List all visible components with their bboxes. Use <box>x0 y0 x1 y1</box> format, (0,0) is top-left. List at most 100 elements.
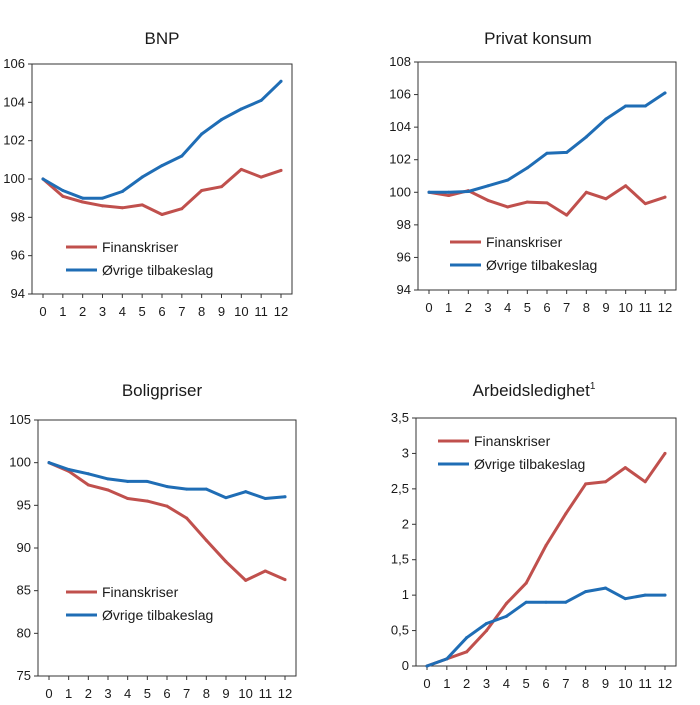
chart-2-series-ovrige-tilbakeslag-point <box>185 487 189 491</box>
chart-0-xtick-label: 2 <box>79 304 86 319</box>
chart-1-ytick-label: 104 <box>389 119 411 134</box>
chart-0-series-ovrige-tilbakeslag-point <box>200 132 204 136</box>
chart-2-ytick-label: 90 <box>17 540 31 555</box>
chart-1-series-finanskriser-point <box>525 200 529 204</box>
chart-3-xtick-label: 2 <box>463 676 470 691</box>
chart-3-series-finanskriser-point <box>584 482 588 486</box>
chart-3-legend-label-ovrige-tilbakeslag: Øvrige tilbakeslag <box>474 456 585 472</box>
chart-2-series-ovrige-tilbakeslag-point <box>283 495 287 499</box>
chart-3-series-ovrige-tilbakeslag-point <box>465 636 469 640</box>
chart-0-series-ovrige-tilbakeslag-line <box>41 79 283 200</box>
chart-2-ytick-label: 85 <box>17 583 31 598</box>
chart-0-ytick-label: 94 <box>11 286 25 301</box>
chart-0-series-finanskriser-point <box>180 207 184 211</box>
chart-3-series-ovrige-tilbakeslag-point <box>544 600 548 604</box>
chart-1-xtick-label: 8 <box>583 300 590 315</box>
chart-1-series-ovrige-tilbakeslag-point <box>427 190 431 194</box>
chart-1-xtick-label: 0 <box>425 300 432 315</box>
chart-2-series-finanskriser-point <box>224 560 228 564</box>
chart-3-xtick-label: 5 <box>523 676 530 691</box>
chart-3-xtick-label: 4 <box>503 676 510 691</box>
chart-2-series-ovrige-tilbakeslag-point <box>86 472 90 476</box>
chart-2-series-finanskriser-point <box>106 488 110 492</box>
chart-0-xtick-label: 9 <box>218 304 225 319</box>
chart-0-series-ovrige-tilbakeslag-point <box>160 164 164 168</box>
chart-1-series-ovrige-tilbakeslag-line <box>427 91 667 194</box>
chart-3-series-finanskriser-point <box>485 629 488 633</box>
chart-1-series-finanskriser-point <box>584 190 588 194</box>
chart-0-xtick-label: 4 <box>119 304 126 319</box>
chart-1-xtick-label: 7 <box>563 300 570 315</box>
chart-3-ytick-label: 2,5 <box>391 481 409 496</box>
chart-0-series-ovrige-tilbakeslag-point <box>239 107 243 111</box>
chart-0-series-finanskriser-point <box>200 189 204 192</box>
chart-1-series-finanskriser-point <box>643 202 647 206</box>
chart-3-series-ovrige-tilbakeslag-point <box>643 593 647 597</box>
chart-3-ytick-label: 1 <box>402 587 409 602</box>
chart-0-series-finanskriser-line <box>41 167 283 216</box>
chart-1-series-finanskriser-point <box>447 194 451 198</box>
chart-3-xtick-label: 0 <box>423 676 430 691</box>
chart-3-xtick-label: 3 <box>483 676 490 691</box>
chart-3-ytick-label: 3 <box>402 445 409 460</box>
chart-1-series-ovrige-tilbakeslag-point <box>525 166 529 170</box>
chart-0-series-finanskriser-point <box>81 200 85 204</box>
chart-3-ytick-label: 0,5 <box>391 623 409 638</box>
chart-1-series-ovrige-tilbakeslag-point <box>604 117 608 121</box>
chart-1-xtick-label: 11 <box>639 300 653 315</box>
chart-2-series-ovrige-tilbakeslag-point <box>204 487 208 491</box>
chart-2-xtick-label: 12 <box>278 686 292 701</box>
chart-0-series-ovrige-tilbakeslag-point <box>41 177 45 181</box>
chart-3-series-finanskriser-point <box>623 466 627 470</box>
chart-3-xtick-label: 11 <box>638 676 652 691</box>
chart-3-series-finanskriser-point <box>544 544 548 548</box>
chart-0-xtick-label: 1 <box>59 304 66 319</box>
chart-1-series-finanskriser-point <box>663 195 667 199</box>
chart-2-ytick-label: 80 <box>17 625 31 640</box>
chart-3-series-finanskriser-point <box>643 480 647 484</box>
chart-0-series-ovrige-tilbakeslag-point <box>259 98 263 102</box>
chart-0-series-ovrige-tilbakeslag-point <box>81 196 85 200</box>
chart-2-series-ovrige-tilbakeslag-point <box>126 479 130 483</box>
chart-0-series-finanskriser-point <box>220 185 223 189</box>
chart-2-series-ovrige-tilbakeslag-point <box>145 479 149 483</box>
chart-0-legend-label-ovrige-tilbakeslag: Øvrige tilbakeslag <box>102 262 213 278</box>
chart-2-series-finanskriser-point <box>263 569 267 573</box>
chart-0-xtick-label: 3 <box>99 304 106 319</box>
chart-3-xtick-label: 9 <box>602 676 609 691</box>
chart-3-series-finanskriser-point <box>604 480 607 484</box>
chart-2-xtick-label: 11 <box>259 686 273 701</box>
chart-3-ytick-label: 0 <box>402 658 409 673</box>
chart-1-xtick-label: 3 <box>484 300 491 315</box>
chart-1-xtick-label: 4 <box>504 300 511 315</box>
chart-0-series-finanskriser-point <box>279 168 283 172</box>
chart-1-legend-label-finanskriser: Finanskriser <box>486 234 563 250</box>
chart-0-xtick-label: 10 <box>234 304 248 319</box>
chart-0-ytick-label: 96 <box>11 248 25 263</box>
chart-3-series-finanskriser-point <box>504 602 508 606</box>
chart-1-xtick-label: 12 <box>658 300 672 315</box>
chart-1-ytick-label: 108 <box>389 54 411 69</box>
chart-0-xtick-label: 7 <box>178 304 185 319</box>
chart-0-xtick-label: 11 <box>254 304 268 319</box>
chart-1-series-ovrige-tilbakeslag-point <box>466 189 470 193</box>
chart-0-series-finanskriser-point <box>120 206 124 210</box>
chart-0-series-finanskriser-point <box>259 175 263 179</box>
chart-2-ytick-label: 95 <box>17 497 31 512</box>
chart-2-series-finanskriser-line <box>47 461 287 582</box>
chart-3-series-ovrige-tilbakeslag-point <box>485 621 488 625</box>
chart-3-xtick-label: 10 <box>618 676 632 691</box>
chart-3-series-ovrige-tilbakeslag-point <box>524 600 528 604</box>
chart-2-xtick-label: 9 <box>222 686 229 701</box>
chart-1-title: Privat konsum <box>484 29 592 48</box>
chart-1-series-ovrige-tilbakeslag-point <box>584 135 588 139</box>
chart-3-series-finanskriser-point <box>465 650 469 654</box>
chart-2-series-finanskriser-point <box>126 497 130 501</box>
chart-0-legend-label-finanskriser: Finanskriser <box>102 239 179 255</box>
chart-0-plot-frame <box>31 63 293 295</box>
chart-1-series-ovrige-tilbakeslag-point <box>624 104 628 108</box>
chart-2-series-ovrige-tilbakeslag-point <box>244 490 248 494</box>
chart-1-series-finanskriser-point <box>545 201 549 205</box>
chart-1-series-ovrige-tilbakeslag-point <box>506 178 510 182</box>
chart-2-series-ovrige-tilbakeslag-point <box>106 477 110 481</box>
